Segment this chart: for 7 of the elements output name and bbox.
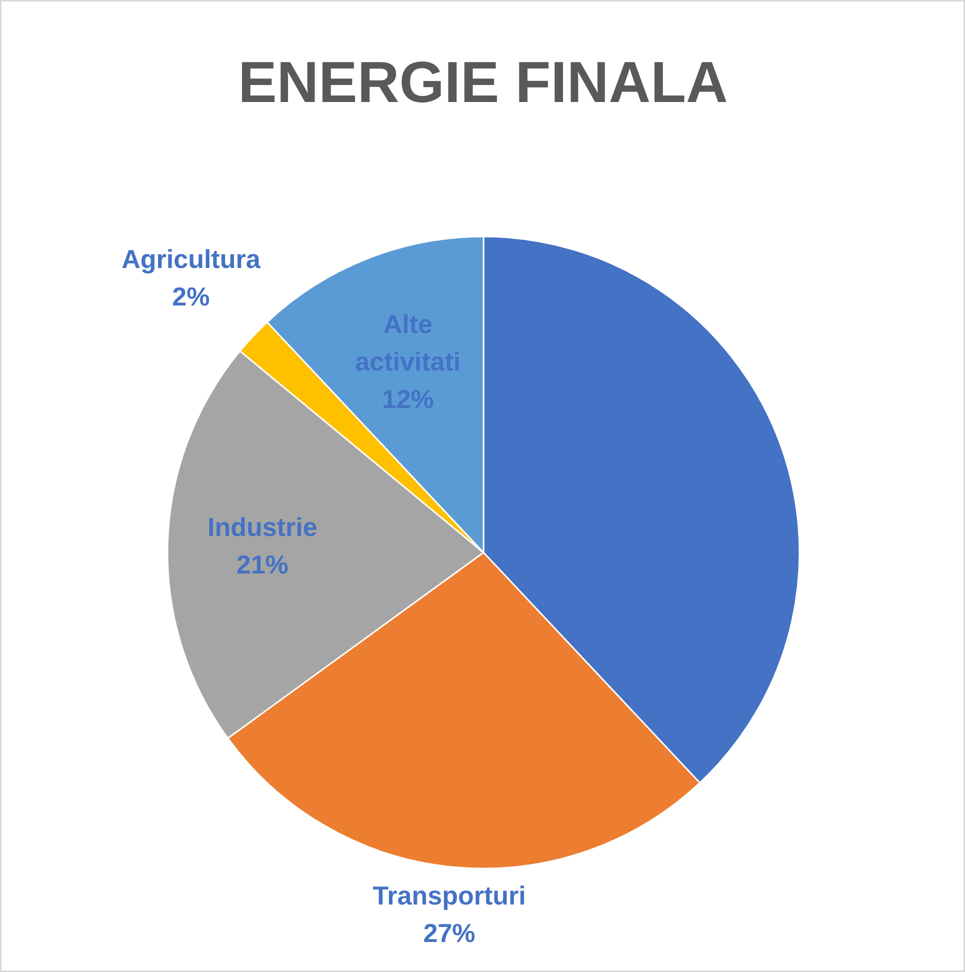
data-label: 2%: [172, 282, 210, 312]
slice-label: Industrie: [208, 512, 318, 542]
data-label: 21%: [236, 549, 288, 580]
chart-title: ENERGIE FINALA: [238, 50, 728, 115]
slice-label: Transporturi: [372, 880, 526, 911]
slice-label: Agricultura: [122, 244, 261, 274]
data-label: 27%: [423, 918, 476, 948]
